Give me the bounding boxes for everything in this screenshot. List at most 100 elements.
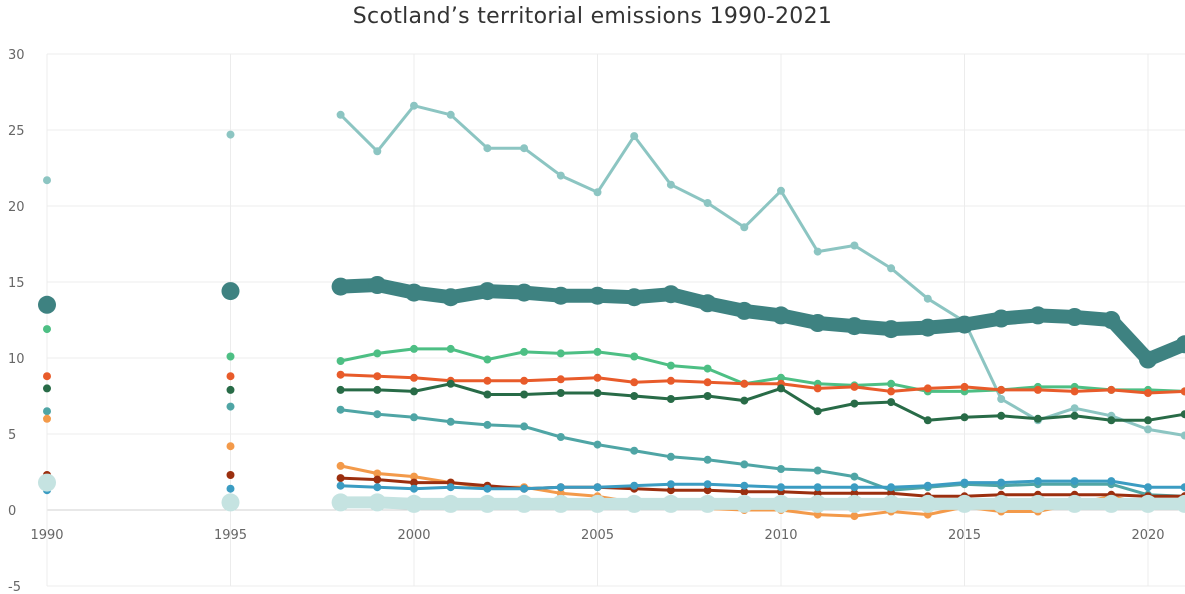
data-point [845, 495, 863, 513]
data-point [924, 482, 932, 490]
data-point [557, 172, 565, 180]
data-point [1029, 306, 1047, 324]
x-tick-label: 2015 [948, 528, 981, 543]
data-point [1071, 404, 1079, 412]
data-point [337, 371, 345, 379]
data-point [1181, 432, 1185, 440]
data-point [38, 474, 56, 492]
data-point [410, 387, 418, 395]
data-point [630, 353, 638, 361]
data-point [667, 395, 675, 403]
data-point [373, 147, 381, 155]
data-point [667, 377, 675, 385]
series-10 [38, 474, 1185, 513]
data-point [625, 288, 643, 306]
data-point [332, 278, 350, 296]
data-point [337, 462, 345, 470]
data-point [483, 144, 491, 152]
data-point [447, 111, 455, 119]
data-point [850, 383, 858, 391]
data-point [630, 132, 638, 140]
data-point [1144, 425, 1152, 433]
data-point [777, 187, 785, 195]
x-tick-label: 2000 [397, 528, 430, 543]
data-point [1181, 387, 1185, 395]
data-point [735, 495, 753, 513]
data-point [373, 476, 381, 484]
data-point [1144, 389, 1152, 397]
data-point [410, 345, 418, 353]
x-tick-label: 2020 [1131, 528, 1164, 543]
data-point [43, 384, 51, 392]
data-point [405, 284, 423, 302]
data-point [520, 348, 528, 356]
y-tick-label: 5 [8, 428, 16, 443]
data-point [699, 294, 717, 312]
data-point [630, 482, 638, 490]
data-point [594, 389, 602, 397]
data-point [814, 407, 822, 415]
series-line [341, 375, 1185, 393]
data-point [222, 282, 240, 300]
data-point [772, 306, 790, 324]
data-point [227, 372, 235, 380]
data-point [845, 317, 863, 335]
data-point [630, 447, 638, 455]
data-point [704, 480, 712, 488]
y-tick-label: 10 [8, 352, 25, 367]
data-point [740, 482, 748, 490]
data-point [594, 374, 602, 382]
data-point [924, 384, 932, 392]
data-point [625, 495, 643, 513]
data-point [667, 181, 675, 189]
data-point [43, 372, 51, 380]
data-point [1071, 412, 1079, 420]
data-point [777, 483, 785, 491]
data-point [43, 407, 51, 415]
data-point [956, 495, 974, 513]
y-tick-label: 30 [8, 48, 25, 63]
data-point [483, 356, 491, 364]
data-point [1034, 415, 1042, 423]
data-point [809, 314, 827, 332]
data-point [557, 483, 565, 491]
data-point [1102, 311, 1120, 329]
data-point [887, 398, 895, 406]
data-point [1102, 495, 1120, 513]
data-point [850, 512, 858, 520]
data-point [410, 374, 418, 382]
data-point [483, 421, 491, 429]
series-3 [43, 325, 1185, 395]
data-point [520, 485, 528, 493]
data-point [814, 248, 822, 256]
data-point [557, 389, 565, 397]
data-point [992, 495, 1010, 513]
data-point [1034, 477, 1042, 485]
data-point [882, 495, 900, 513]
data-point [43, 415, 51, 423]
data-point [667, 362, 675, 370]
data-point [447, 345, 455, 353]
data-point [373, 349, 381, 357]
data-point [337, 406, 345, 414]
data-point [667, 480, 675, 488]
data-point [735, 302, 753, 320]
x-tick-label: 2005 [581, 528, 614, 543]
data-point [850, 473, 858, 481]
data-point [814, 483, 822, 491]
data-point [43, 325, 51, 333]
data-point [772, 495, 790, 513]
data-point [589, 495, 607, 513]
data-point [1071, 387, 1079, 395]
data-point [699, 495, 717, 513]
data-point [594, 188, 602, 196]
data-point [740, 223, 748, 231]
data-point [373, 410, 381, 418]
series-layer [38, 102, 1185, 520]
x-tick-label: 1990 [30, 528, 63, 543]
data-point [447, 418, 455, 426]
data-point [447, 380, 455, 388]
data-point [887, 264, 895, 272]
data-point [373, 372, 381, 380]
